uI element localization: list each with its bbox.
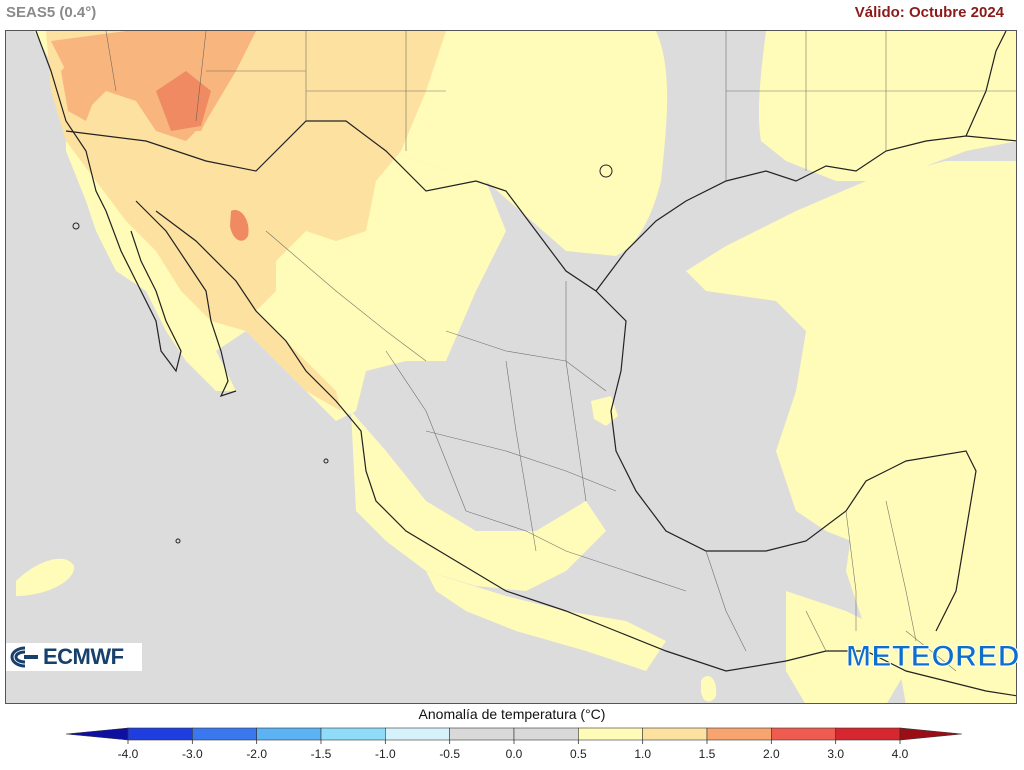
colorbar-tick-label: -3.0 <box>182 747 203 761</box>
anomaly-region-southeast-us <box>758 31 1016 181</box>
ecmwf-logo-text: ECMWF <box>43 644 124 669</box>
anomaly-region-gulf-coast-small <box>591 396 618 426</box>
anomaly-region-pacific-small-2 <box>701 676 717 702</box>
colorbar-tick-label: -1.0 <box>375 747 396 761</box>
map-canvas <box>6 31 1016 703</box>
colorbar-tick-label: 2.0 <box>763 747 780 761</box>
colorbar-bin <box>706 727 772 741</box>
anomaly-region-yucatan <box>846 441 981 651</box>
colorbar-bin <box>578 727 643 741</box>
colorbar-extend-high <box>899 727 963 741</box>
anomaly-region-central-america <box>786 591 906 703</box>
anomaly-region-pacific-coast <box>351 411 606 591</box>
colorbar-tick-label: 1.5 <box>699 747 716 761</box>
model-label: SEAS5 (0.4°) <box>6 4 97 21</box>
colorbar-bin <box>771 727 836 741</box>
colorbar-bin <box>642 727 708 741</box>
colorbar-bin <box>320 727 386 741</box>
legend-title: Anomalía de temperatura (°C) <box>418 706 606 722</box>
colorbar-tick-label: 0.0 <box>506 747 523 761</box>
colorbar-canvas: -4.0 -3.0 -2.0 -1.5 -1.0 -0.5 0.0 0.5 1.0 1.5 2.0 3… <box>65 727 963 761</box>
ecmwf-emblem-icon <box>10 646 38 668</box>
island-outlines <box>72 164 613 544</box>
colorbar-extend-low <box>65 727 129 741</box>
state-borders <box>105 31 1016 672</box>
ecmwf-logo: ECMWF <box>6 643 142 671</box>
valid-date: Válido: Octubre 2024 <box>854 4 1004 21</box>
colorbar-tick-label: 0.5 <box>570 747 587 761</box>
colorbar-bin <box>449 727 515 741</box>
colorbar-tick-label: -0.5 <box>439 747 460 761</box>
anomaly-region-hotspot-3 <box>61 51 101 121</box>
colorbar-bin <box>513 727 579 741</box>
colorbar-bin <box>192 727 257 741</box>
map[interactable] <box>5 30 1017 704</box>
colorbar-tick-label: -2.0 <box>246 747 267 761</box>
colorbar-tick-label: -1.5 <box>311 747 332 761</box>
anomaly-region-south-mexico <box>426 571 666 671</box>
colorbar-tick-label: 3.0 <box>827 747 844 761</box>
anomaly-region-hotspot-2 <box>230 210 249 241</box>
colorbar-bin <box>127 727 193 741</box>
colorbar-tick-label: -4.0 <box>118 747 139 761</box>
colorbar-bin <box>256 727 322 741</box>
anomaly-region-pacific-small <box>16 558 75 596</box>
colorbar-tick-label: 4.0 <box>892 747 909 761</box>
anomaly-region-hotspot-1 <box>156 71 211 131</box>
colorbar: -4.0 -3.0 -2.0 -1.5 -1.0 -0.5 0.0 0.5 1.0 1.5 2.0 3… <box>0 724 1024 770</box>
colorbar-tick-label: 1.0 <box>634 747 651 761</box>
colorbar-bin <box>385 727 450 741</box>
meteored-logo: METEORED <box>845 640 1020 674</box>
colorbar-bin <box>835 727 901 741</box>
